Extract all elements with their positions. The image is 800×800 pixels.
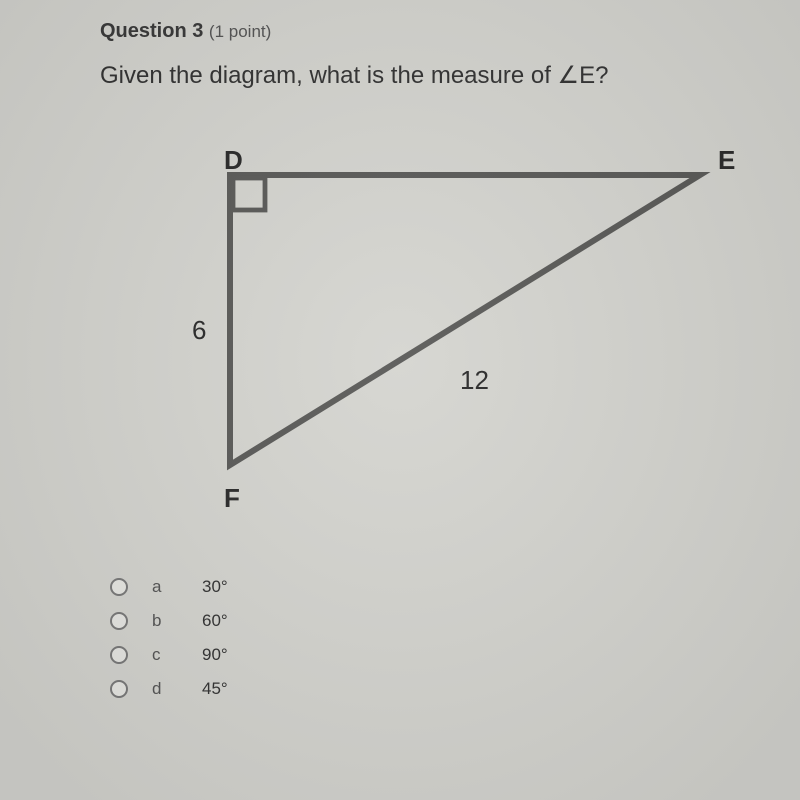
- option-d[interactable]: d 45°: [110, 672, 760, 706]
- option-text: 90°: [202, 645, 228, 665]
- triangle-svg: [140, 120, 740, 540]
- option-text: 30°: [202, 577, 228, 597]
- question-header: Question 3 (1 point): [100, 20, 760, 43]
- side-label-ef: 12: [460, 365, 489, 396]
- option-letter: b: [152, 611, 202, 631]
- question-prompt: Given the diagram, what is the measure o…: [100, 61, 760, 90]
- side-label-df: 6: [192, 315, 206, 346]
- option-letter: c: [152, 645, 202, 665]
- option-a[interactable]: a 30°: [110, 570, 760, 604]
- vertex-label-e: E: [718, 145, 735, 176]
- option-text: 60°: [202, 611, 228, 631]
- question-points: (1 point): [209, 22, 271, 41]
- question-number: Question 3: [100, 20, 203, 42]
- option-letter: d: [152, 679, 202, 699]
- vertex-label-d: D: [224, 145, 243, 176]
- triangle-diagram: D E F 6 12: [140, 120, 740, 540]
- vertex-label-f: F: [224, 483, 240, 514]
- option-text: 45°: [202, 679, 228, 699]
- radio-icon[interactable]: [110, 612, 128, 630]
- radio-icon[interactable]: [110, 680, 128, 698]
- answer-options: a 30° b 60° c 90° d 45°: [110, 570, 760, 706]
- radio-icon[interactable]: [110, 578, 128, 596]
- option-c[interactable]: c 90°: [110, 638, 760, 672]
- option-b[interactable]: b 60°: [110, 604, 760, 638]
- option-letter: a: [152, 577, 202, 597]
- radio-icon[interactable]: [110, 646, 128, 664]
